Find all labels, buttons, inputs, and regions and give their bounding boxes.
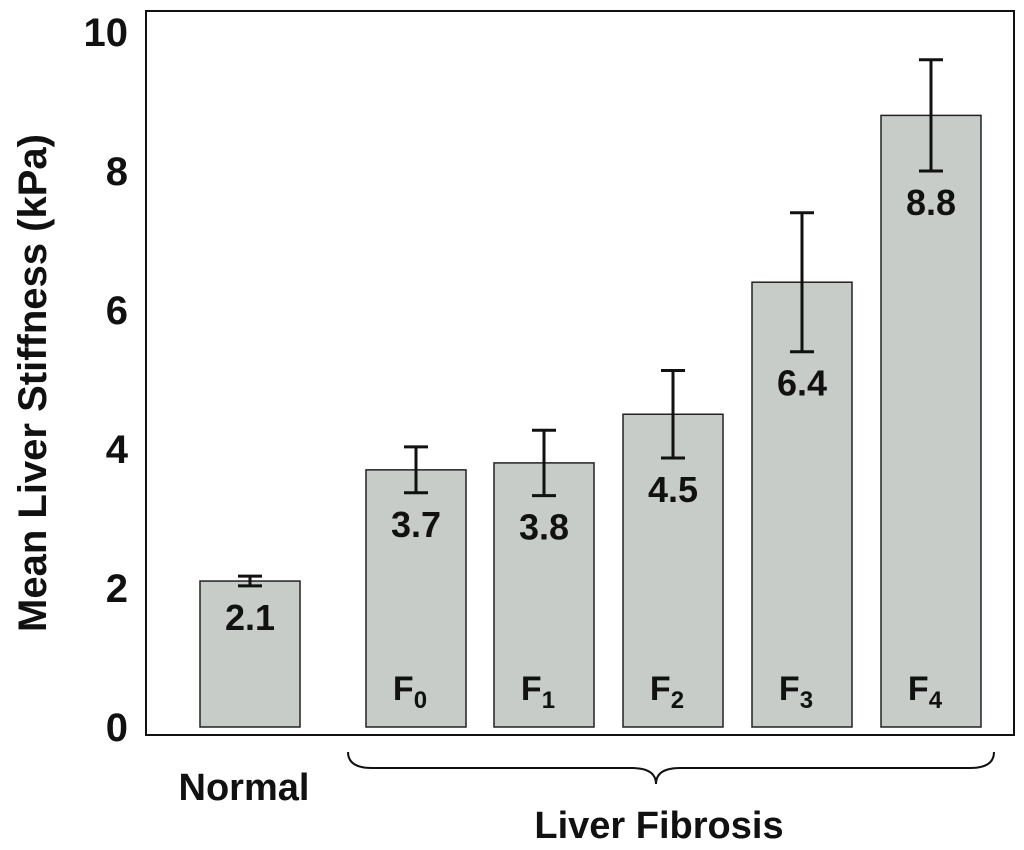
fibrosis-brace <box>347 751 995 785</box>
y-tick-label: 0 <box>106 706 128 750</box>
y-tick-labels: 0 2 4 6 8 10 <box>84 11 129 750</box>
y-tick-label: 10 <box>84 11 129 55</box>
stage-subscript: 3 <box>800 687 813 714</box>
plot-frame <box>145 10 1015 736</box>
stage-label: F4 <box>908 670 943 714</box>
bar <box>493 462 595 728</box>
stage-label: F2 <box>650 670 684 714</box>
stage-letter: F <box>779 670 800 708</box>
stage-subscript: 4 <box>929 687 943 714</box>
y-tick-label: 4 <box>106 428 129 472</box>
bar <box>751 281 853 728</box>
group-label-normal: Normal <box>179 767 310 809</box>
stage-subscript: 0 <box>414 687 427 714</box>
stage-label: F3 <box>779 670 813 714</box>
y-tick-label: 6 <box>106 289 128 333</box>
y-tick-label: 2 <box>106 567 128 611</box>
bar <box>880 114 982 728</box>
stage-label: F0 <box>393 670 427 714</box>
value-label: 6.4 <box>777 363 827 404</box>
value-label: 2.1 <box>225 597 275 638</box>
stage-subscript: 1 <box>542 687 555 714</box>
group-label-liver-fibrosis: Liver Fibrosis <box>534 805 783 847</box>
stage-letter: F <box>650 670 671 708</box>
value-label: 3.8 <box>519 507 569 548</box>
stage-letter: F <box>393 670 414 708</box>
y-axis-title: Mean Liver Stiffness (kPa) <box>11 134 55 632</box>
y-tick-label: 8 <box>106 150 128 194</box>
stage-label: F1 <box>521 670 555 714</box>
value-label: 8.8 <box>906 182 956 223</box>
value-label: 3.7 <box>391 504 441 545</box>
value-label: 4.5 <box>648 469 698 510</box>
stage-subscript: 2 <box>671 687 684 714</box>
stage-letter: F <box>908 670 929 708</box>
bar <box>622 413 724 728</box>
stage-letter: F <box>521 670 542 708</box>
